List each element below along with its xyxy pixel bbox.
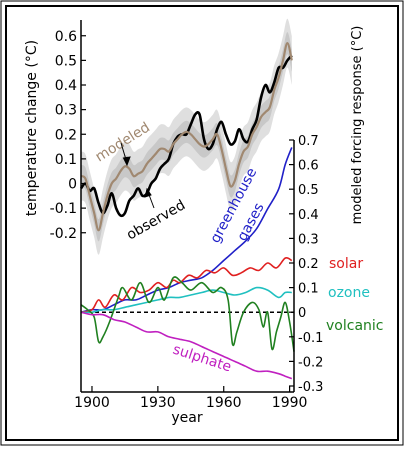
series-observed-line xyxy=(79,54,293,218)
modeled-arrow xyxy=(120,142,131,167)
top-y-axis-label: temperature change (°C) xyxy=(24,40,40,216)
top-y-tick-label: 0.2 xyxy=(55,127,77,143)
top-y-tick-label: 0.6 xyxy=(55,29,77,45)
observed-arrow xyxy=(144,187,155,209)
series-solar-line xyxy=(80,257,293,313)
forcing-series-layer xyxy=(80,147,295,380)
x-tick-label: 1990 xyxy=(272,395,308,411)
top-y-tick-label: -0.1 xyxy=(50,201,77,217)
bottom-y-tick-label: 0.7 xyxy=(298,134,319,149)
top-y-ticks: -0.2 -0.1 0 0.1 0.2 0.3 0.4 0.5 0.6 xyxy=(50,29,86,242)
x-ticks: 1900 1930 1960 1990 xyxy=(74,386,307,411)
top-y-tick-label: 0.4 xyxy=(55,78,77,94)
top-y-tick-label: -0.2 xyxy=(50,226,77,242)
solar-label: solar xyxy=(329,256,363,272)
top-y-tick-label: 0.1 xyxy=(55,152,77,168)
bottom-y-tick-label: 0.2 xyxy=(298,257,319,272)
bottom-y-axis-label: modeled forcing response (°C) xyxy=(350,26,365,225)
modeled-range-band-inner xyxy=(81,32,292,242)
bottom-y-tick-label: 0.5 xyxy=(298,183,319,198)
x-tick-label: 1960 xyxy=(206,395,242,411)
volcanic-label: volcanic xyxy=(326,318,383,334)
bottom-y-tick-label: 0.3 xyxy=(298,232,319,247)
x-tick-label: 1930 xyxy=(140,395,176,411)
bottom-y-tick-label: 0.1 xyxy=(298,282,319,297)
bottom-y-tick-label: 0.6 xyxy=(298,159,319,174)
top-y-tick-label: 0.5 xyxy=(55,53,77,69)
bottom-y-tick-label: 0 xyxy=(298,306,306,321)
series-ozone-line xyxy=(80,286,292,314)
bottom-y-tick-label: -0.3 xyxy=(298,380,323,395)
series-greenhouse-gases-line xyxy=(80,147,293,313)
temperature-series-layer xyxy=(79,42,293,232)
x-axis-label: year xyxy=(171,410,202,426)
top-y-tick-label: 0.3 xyxy=(55,103,77,119)
top-y-tick-label: 0 xyxy=(68,177,77,193)
x-tick-label: 1900 xyxy=(74,395,110,411)
bottom-y-tick-label: -0.2 xyxy=(298,355,323,370)
bottom-y-tick-label: 0.4 xyxy=(298,208,319,223)
inner-border xyxy=(5,5,399,441)
bottom-y-ticks: 0.7 0.6 0.5 0.4 0.3 0.2 0.1 0 -0.1 -0.2 -0.3 xyxy=(289,134,323,395)
ozone-label: ozone xyxy=(328,285,370,301)
series-modeled-line xyxy=(80,42,293,232)
series-volcanic-line xyxy=(80,276,295,352)
series-sulphate-line xyxy=(80,311,293,380)
bottom-y-tick-label: -0.1 xyxy=(298,331,323,346)
